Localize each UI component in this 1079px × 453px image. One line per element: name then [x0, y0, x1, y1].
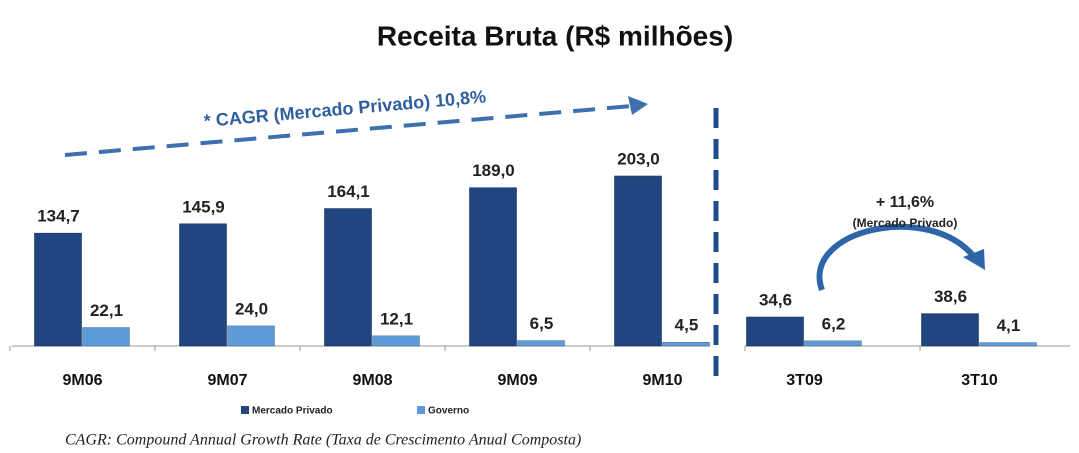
value-label: 34,6: [759, 291, 792, 310]
legend-swatch: [417, 406, 425, 414]
value-label: 189,0: [472, 161, 515, 180]
value-label: 145,9: [182, 197, 225, 216]
bar: [921, 313, 979, 347]
bar: [469, 187, 517, 347]
legend-label: Mercado Privado: [252, 406, 333, 417]
cagr-annotation: * CAGR (Mercado Privado) 10,8%: [203, 86, 487, 131]
x-tick-label: 3T10: [961, 372, 998, 389]
growth-arrow-head: [963, 249, 985, 270]
bar: [804, 340, 862, 347]
x-tick-label: 9M09: [497, 372, 537, 389]
value-label: 134,7: [37, 207, 80, 226]
growth-arrow: [816, 223, 978, 292]
x-tick-label: 9M06: [62, 372, 102, 389]
value-label: 6,5: [530, 314, 554, 333]
value-label: 38,6: [934, 287, 967, 306]
bar: [82, 327, 130, 347]
bar: [614, 175, 662, 347]
x-tick-label: 9M10: [642, 372, 682, 389]
bar: [372, 335, 420, 347]
cagr-arrow: [64, 104, 633, 157]
bar: [662, 342, 710, 347]
value-label: 12,1: [380, 309, 413, 328]
bar: [179, 223, 227, 347]
value-label: 164,1: [327, 182, 370, 201]
bar: [746, 316, 804, 347]
value-label: 4,1: [997, 316, 1021, 335]
growth-note: (Mercado Privado): [853, 216, 958, 230]
legend-swatch: [241, 406, 249, 414]
bar: [517, 340, 565, 347]
bar: [34, 232, 82, 347]
bar: [227, 325, 275, 347]
value-label: 4,5: [675, 316, 699, 335]
x-tick-label: 3T09: [786, 372, 823, 389]
bar: [324, 208, 372, 347]
value-label: 203,0: [617, 149, 660, 168]
value-label: 22,1: [90, 301, 123, 320]
x-tick-label: 9M08: [352, 372, 392, 389]
growth-annotation: + 11,6%: [876, 194, 934, 211]
legend-label: Governo: [428, 406, 469, 417]
value-label: 24,0: [235, 299, 268, 318]
chart-title: Receita Bruta (R$ milhões): [377, 20, 733, 51]
footnote: CAGR: Compound Annual Growth Rate (Taxa …: [65, 432, 581, 449]
value-label: 6,2: [822, 314, 846, 333]
x-tick-label: 9M07: [207, 372, 247, 389]
cagr-arrow-head: [628, 96, 648, 115]
bar: [979, 342, 1037, 347]
